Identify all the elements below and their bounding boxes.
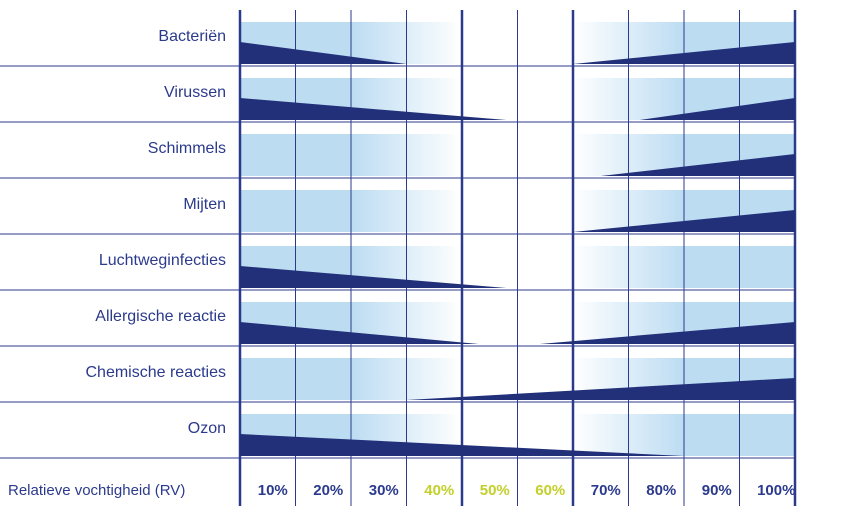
wedge-low-7 — [240, 434, 684, 456]
category-label: Virussen — [164, 84, 226, 101]
category-label: Ozon — [188, 420, 226, 437]
x-tick-label: 40% — [424, 482, 454, 499]
x-tick-label: 50% — [480, 482, 510, 499]
x-tick-label: 100% — [757, 482, 795, 499]
wedge-low-5 — [240, 322, 479, 344]
category-label: Bacteriën — [158, 28, 226, 45]
category-label: Mijten — [183, 196, 226, 213]
category-labels: Bacteriën Virussen Schimmels Mijten Luchtweg… — [86, 28, 227, 437]
category-label: Allergische reactie — [95, 308, 226, 325]
wedge-low-0 — [240, 42, 407, 64]
category-label: Chemische reacties — [86, 364, 227, 381]
x-tick-label: 70% — [591, 482, 621, 499]
category-label: Schimmels — [148, 140, 226, 157]
x-tick-label: 90% — [702, 482, 732, 499]
x-tick-label: 60% — [535, 482, 565, 499]
wedge-high-6 — [406, 378, 795, 400]
x-axis: Relatieve vochtigheid (RV) 10% 20% 30% 40% 5… — [8, 482, 795, 499]
risk-wedges — [240, 42, 795, 456]
wedge-high-2 — [600, 154, 795, 176]
wedge-low-4 — [240, 266, 507, 288]
x-axis-title: Relatieve vochtigheid (RV) — [8, 482, 185, 499]
wedge-high-0 — [573, 42, 795, 64]
x-tick-label: 80% — [646, 482, 676, 499]
wedge-high-3 — [573, 210, 795, 232]
category-label: Luchtweginfecties — [99, 252, 226, 269]
x-tick-label: 30% — [369, 482, 399, 499]
x-tick-label: 20% — [313, 482, 343, 499]
wedge-high-5 — [539, 322, 795, 344]
gridlines — [0, 10, 797, 506]
wedge-high-1 — [639, 98, 795, 120]
x-tick-label: 10% — [258, 482, 288, 499]
wedge-low-1 — [240, 98, 507, 120]
